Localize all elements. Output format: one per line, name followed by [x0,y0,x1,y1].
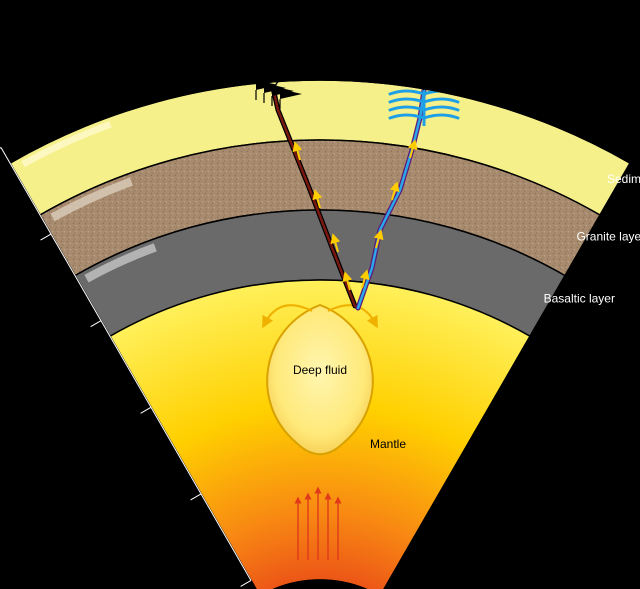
scale-tick [241,580,251,586]
scale-tick [141,407,151,413]
scale-tick [191,494,201,500]
scale-tick [41,234,51,240]
label-deep-fluid: Deep fluid [293,363,347,377]
earth-wedge [10,54,630,589]
scale-tick [0,147,1,153]
scale-tick [91,321,101,327]
label-mantle: Mantle [370,437,406,451]
label-granite: Granite layer [576,229,640,243]
label-sedimentary: Sedimentary layer [607,172,640,186]
label-basaltic: Basaltic layer [544,291,615,305]
